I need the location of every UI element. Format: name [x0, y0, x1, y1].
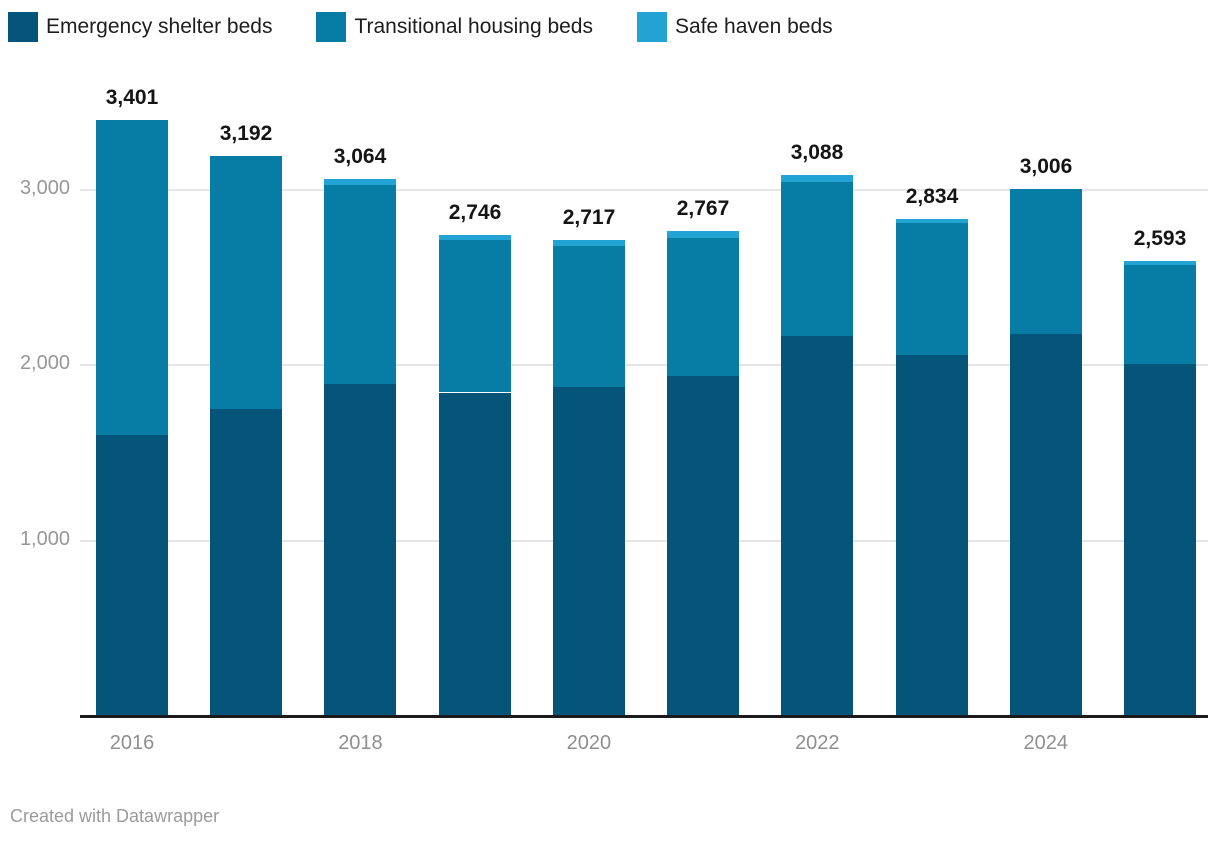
bar-2024-segment-transitional-housing-beds[interactable] [1010, 188, 1082, 334]
y-gridline-3000 [80, 189, 1208, 191]
x-tick-label-2024: 2024 [1023, 732, 1069, 754]
bar-2022-segment-emergency-shelter-beds[interactable] [781, 336, 853, 716]
bar-2019-segment-safe-haven-beds[interactable] [439, 234, 511, 241]
bar-2017-segment-emergency-shelter-beds[interactable] [210, 409, 282, 716]
bar-2025-segment-emergency-shelter-beds[interactable] [1124, 364, 1196, 716]
x-axis-line [80, 715, 1208, 718]
bar-2021-segment-transitional-housing-beds[interactable] [667, 237, 739, 376]
bar-2019-segment-transitional-housing-beds[interactable] [439, 240, 511, 393]
bar-total-label-2020: 2,717 [562, 205, 616, 229]
legend-swatch-transitional-housing-beds [316, 12, 347, 42]
legend-label: Transitional housing beds [354, 15, 593, 38]
bar-2020-segment-emergency-shelter-beds[interactable] [553, 386, 625, 716]
x-tick-label-2018: 2018 [338, 732, 383, 754]
bar-2025-segment-transitional-housing-beds[interactable] [1124, 265, 1196, 365]
y-tick-label-1000: 1,000 [19, 527, 70, 550]
x-tick-label-2022: 2022 [795, 732, 840, 754]
legend-item-transitional-housing-beds: Transitional housing beds [316, 12, 593, 42]
x-tick-label-2016: 2016 [109, 732, 155, 754]
bar-total-label-2025: 2,593 [1133, 227, 1187, 251]
bar-2025-segment-safe-haven-beds[interactable] [1124, 261, 1196, 266]
bar-2016-segment-transitional-housing-beds[interactable] [96, 119, 168, 435]
bar-2023-segment-emergency-shelter-beds[interactable] [896, 354, 968, 716]
bar-total-label-2023: 2,834 [905, 185, 959, 209]
datawrapper-credit: Created with Datawrapper [10, 806, 220, 826]
bar-2021-segment-safe-haven-beds[interactable] [667, 230, 739, 238]
bar-2018-segment-transitional-housing-beds[interactable] [324, 184, 396, 384]
bar-2021-segment-emergency-shelter-beds[interactable] [667, 375, 739, 716]
bar-2017-segment-transitional-housing-beds[interactable] [210, 156, 282, 410]
legend-item-safe-haven-beds: Safe haven beds [637, 12, 833, 42]
bar-2022-segment-safe-haven-beds[interactable] [781, 174, 853, 183]
x-tick-label-2020: 2020 [566, 732, 612, 754]
bar-2020-segment-safe-haven-beds[interactable] [553, 239, 625, 246]
legend-label: Emergency shelter beds [46, 15, 273, 38]
bar-2020-segment-transitional-housing-beds[interactable] [553, 245, 625, 387]
bar-2016-segment-emergency-shelter-beds[interactable] [96, 434, 168, 716]
bar-2018-segment-safe-haven-beds[interactable] [324, 178, 396, 185]
bar-total-label-2018: 3,064 [333, 144, 387, 168]
legend-swatch-safe-haven-beds [637, 12, 667, 42]
bar-2023-segment-safe-haven-beds[interactable] [896, 219, 968, 224]
bar-total-label-2017: 3,192 [219, 122, 273, 146]
bar-total-label-2016: 3,401 [105, 85, 159, 109]
bar-2023-segment-transitional-housing-beds[interactable] [896, 223, 968, 355]
bar-2022-segment-transitional-housing-beds[interactable] [781, 182, 853, 337]
bar-total-label-2024: 3,006 [1019, 154, 1073, 178]
y-tick-label-3000: 3,000 [19, 177, 70, 199]
y-gridline-1000 [80, 539, 1208, 542]
chart-legend: Emergency shelter beds Transitional housi… [8, 12, 833, 42]
bar-total-label-2022: 3,088 [790, 140, 844, 164]
y-gridline-2000 [80, 364, 1208, 367]
bar-2019-segment-emergency-shelter-beds[interactable] [439, 392, 511, 716]
legend-swatch-emergency-shelter-beds [8, 12, 38, 42]
y-tick-label-2000: 2,000 [19, 352, 70, 375]
bar-2018-segment-emergency-shelter-beds[interactable] [324, 383, 396, 716]
bar-total-label-2019: 2,746 [448, 200, 502, 224]
bar-total-label-2021: 2,767 [676, 196, 730, 220]
legend-label: Safe haven beds [675, 15, 833, 38]
legend-item-emergency-shelter-beds: Emergency shelter beds [8, 12, 272, 42]
bar-2024-segment-emergency-shelter-beds[interactable] [1010, 333, 1082, 716]
